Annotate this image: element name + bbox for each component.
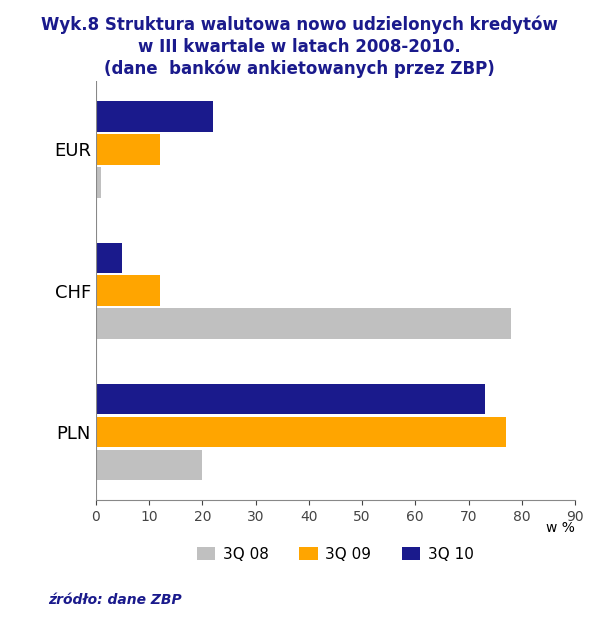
Bar (96, 168, 101, 198)
Bar (96, 134, 160, 164)
Bar (96, 417, 506, 447)
Bar (96, 101, 213, 132)
Bar (96, 384, 485, 414)
Bar (96, 308, 511, 339)
Text: Wyk.8 Struktura walutowa nowo udzielonych kredytów: Wyk.8 Struktura walutowa nowo udzielonyc… (41, 16, 558, 34)
Legend: 3Q 08, 3Q 09, 3Q 10: 3Q 08, 3Q 09, 3Q 10 (191, 541, 480, 568)
Bar (96, 276, 160, 306)
Text: w III kwartale w latach 2008-2010.: w III kwartale w latach 2008-2010. (138, 38, 461, 56)
Text: w %: w % (546, 521, 575, 535)
Bar (96, 242, 122, 273)
Text: (dane  banków ankietowanych przez ZBP): (dane banków ankietowanych przez ZBP) (104, 59, 495, 78)
Bar (96, 449, 202, 480)
Text: źródło: dane ZBP: źródło: dane ZBP (48, 594, 181, 608)
